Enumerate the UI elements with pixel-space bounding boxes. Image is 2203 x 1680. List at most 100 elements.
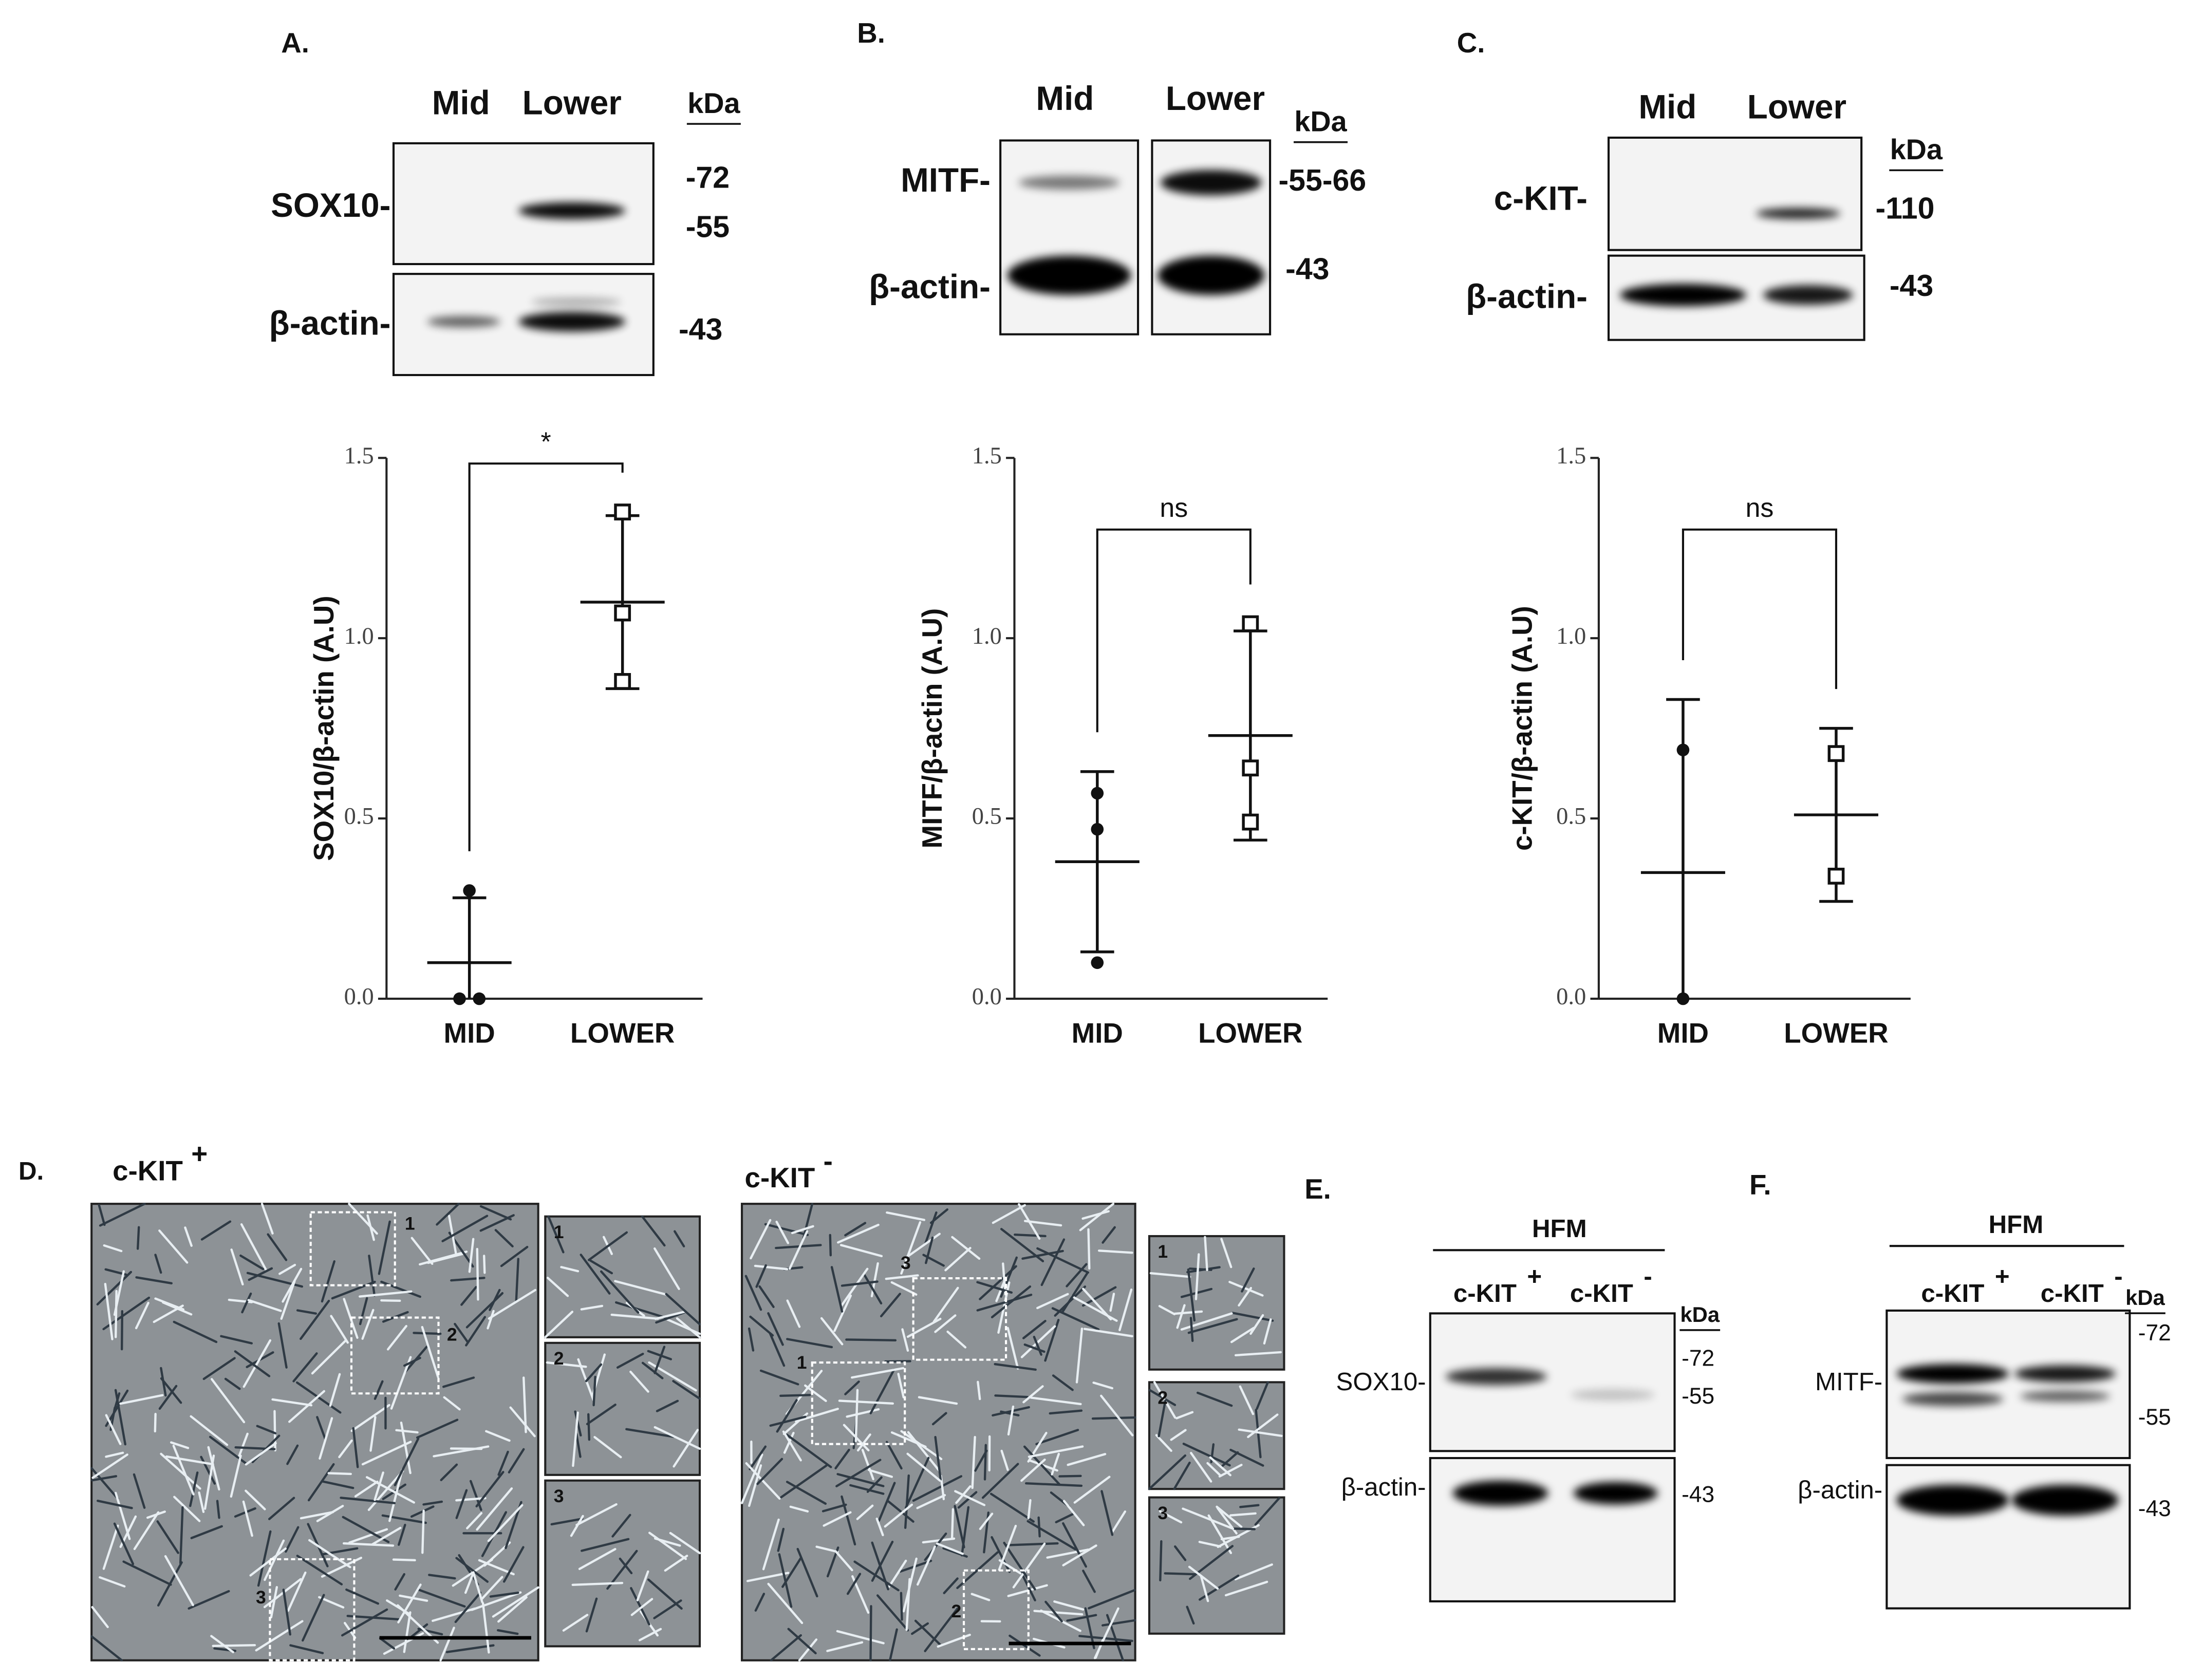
protein-label: β-actin- <box>1798 1476 1882 1504</box>
cell <box>1036 1247 1090 1274</box>
cell <box>489 1591 519 1598</box>
cell <box>641 1215 666 1247</box>
y-tick-label: 1.0 <box>1556 623 1586 649</box>
cell <box>931 1412 947 1426</box>
y-tick-label: 1.5 <box>344 443 374 469</box>
cell <box>886 1500 914 1523</box>
cell <box>160 1367 167 1397</box>
cell <box>950 1508 955 1539</box>
cell <box>934 1314 957 1333</box>
cell <box>497 1450 509 1476</box>
cell <box>481 1602 490 1654</box>
cell <box>1196 1391 1233 1407</box>
cell <box>780 1464 828 1499</box>
cell <box>834 1448 850 1470</box>
cell <box>868 1468 893 1478</box>
cell <box>1229 1512 1257 1517</box>
cell <box>1155 1434 1172 1452</box>
cell <box>654 1311 686 1320</box>
size-marker: -72 <box>2138 1320 2171 1346</box>
band <box>1902 1392 2004 1406</box>
band <box>1157 255 1265 295</box>
significance-label: ns <box>1746 493 1774 523</box>
data-point <box>614 604 631 622</box>
protein-label: MITF- <box>901 161 991 199</box>
cell <box>210 1378 246 1424</box>
cell <box>1062 1544 1097 1566</box>
lane-label: Lower <box>1166 80 1265 117</box>
cell <box>487 1504 524 1542</box>
cell <box>1172 1310 1203 1315</box>
cell <box>906 1317 942 1338</box>
cell <box>480 1576 503 1600</box>
cell <box>91 1606 109 1628</box>
cell <box>245 1442 277 1466</box>
cell <box>432 1607 476 1622</box>
lane-sign: - <box>2114 1262 2122 1291</box>
y-tick-label: 0.5 <box>1556 804 1586 830</box>
cell <box>839 1244 883 1258</box>
cell <box>508 1448 525 1473</box>
cell <box>90 1475 118 1482</box>
data-point <box>614 673 631 690</box>
cell <box>136 1226 140 1250</box>
cell <box>497 1596 528 1623</box>
cell <box>422 1500 443 1506</box>
cell <box>869 1368 895 1414</box>
cell <box>672 1380 701 1400</box>
cell <box>210 1635 234 1653</box>
cell <box>1051 1452 1060 1476</box>
cell <box>487 1310 495 1330</box>
cell <box>749 1445 767 1470</box>
cell <box>1012 1542 1046 1589</box>
cell <box>849 1484 885 1495</box>
cell <box>270 1586 278 1619</box>
cell <box>322 1480 354 1489</box>
lane-label: Mid <box>1036 80 1094 117</box>
cell <box>289 1644 324 1654</box>
size-marker: -55 <box>1682 1384 1714 1409</box>
cell <box>769 1332 786 1367</box>
cell <box>971 1435 976 1489</box>
cell <box>380 1299 401 1302</box>
cell <box>776 1399 798 1433</box>
cell <box>977 1380 981 1401</box>
cell <box>1231 1527 1256 1530</box>
data-point <box>1676 743 1690 757</box>
cell <box>656 1399 679 1412</box>
cell <box>1088 1589 1136 1610</box>
cell <box>786 1481 827 1505</box>
panel-label: A. <box>281 27 309 59</box>
cell <box>1159 1540 1163 1582</box>
cell <box>179 1506 184 1564</box>
protein-label: SOX10- <box>271 186 390 224</box>
cell <box>851 1367 905 1379</box>
micrograph <box>90 1203 539 1662</box>
cell <box>1180 1312 1233 1331</box>
cell <box>271 1398 313 1407</box>
cell <box>500 1245 529 1267</box>
cell <box>1058 1474 1082 1478</box>
cell <box>1028 1445 1084 1458</box>
cell <box>242 1500 253 1537</box>
cell <box>625 1428 675 1438</box>
cell <box>798 1638 818 1662</box>
cell <box>1002 1262 1007 1296</box>
cell <box>1006 1327 1019 1370</box>
cell <box>1173 1461 1191 1490</box>
cell <box>1049 1409 1083 1415</box>
cell <box>767 1312 784 1346</box>
data-point <box>1242 813 1259 831</box>
cell <box>911 1622 929 1635</box>
cell <box>916 1545 936 1586</box>
cell <box>775 1244 822 1249</box>
cell <box>361 1441 412 1466</box>
cell <box>580 1254 611 1295</box>
cell <box>875 1517 884 1537</box>
band <box>1007 255 1131 295</box>
cell <box>820 1317 844 1346</box>
band <box>1619 284 1746 307</box>
cell <box>329 1373 341 1407</box>
cell <box>200 1220 232 1241</box>
blot-membrane <box>1885 1464 2131 1610</box>
